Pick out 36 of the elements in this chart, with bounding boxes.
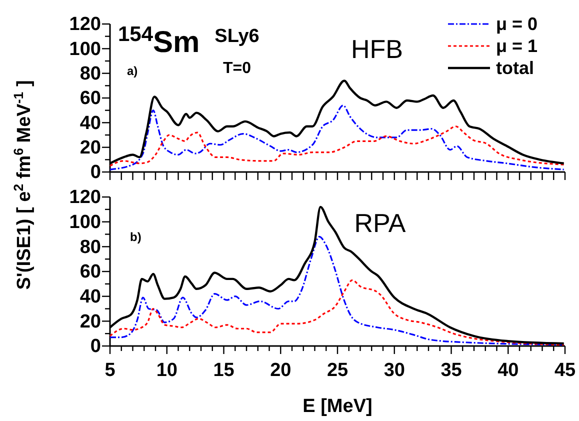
- x-tick-label: 10: [156, 360, 178, 381]
- annotation: $^{154}$Sm: [118, 22, 200, 59]
- x-tick-label: 25: [326, 360, 348, 381]
- line-series: [109, 126, 565, 167]
- y-tick-label: 60: [80, 88, 101, 110]
- x-tick-label: 30: [384, 360, 405, 381]
- x-tick-label: 20: [270, 360, 292, 381]
- y-tick-label: 80: [80, 236, 101, 258]
- x-tick-label: 5: [104, 360, 116, 381]
- y-tick-label: 40: [80, 112, 101, 134]
- legend-label: total: [496, 58, 534, 78]
- y-tick-label: 80: [80, 63, 101, 84]
- legend-label: μ = 0: [496, 14, 538, 34]
- x-tick-label: 15: [213, 360, 235, 381]
- annotation: a): [127, 64, 138, 78]
- y-tick-label: 60: [80, 262, 101, 283]
- y-tick-label: 20: [80, 137, 101, 158]
- y-tick-label: 0: [90, 162, 101, 184]
- y-tick-label: 100: [69, 38, 101, 60]
- annotation: HFB: [351, 34, 403, 64]
- y-tick-label: 0: [90, 336, 101, 358]
- x-tick-label: 45: [554, 360, 576, 381]
- y-tick-label: 100: [69, 212, 101, 233]
- annotation: SLy6: [214, 26, 260, 47]
- line-series: [109, 104, 565, 170]
- x-tick-label: 40: [498, 360, 519, 381]
- x-tick-label: 35: [440, 360, 462, 381]
- y-tick-label: 20: [80, 311, 101, 332]
- y-tick-label: 40: [80, 286, 101, 308]
- annotation: b): [130, 230, 142, 244]
- y-tick-label: 120: [69, 14, 101, 36]
- x-axis-title: E [MeV]: [302, 396, 372, 417]
- annotation: T=0: [222, 60, 252, 77]
- annotation: RPA: [354, 208, 406, 238]
- legend-label: μ = 1: [496, 36, 538, 56]
- y-tick-label: 120: [69, 187, 101, 208]
